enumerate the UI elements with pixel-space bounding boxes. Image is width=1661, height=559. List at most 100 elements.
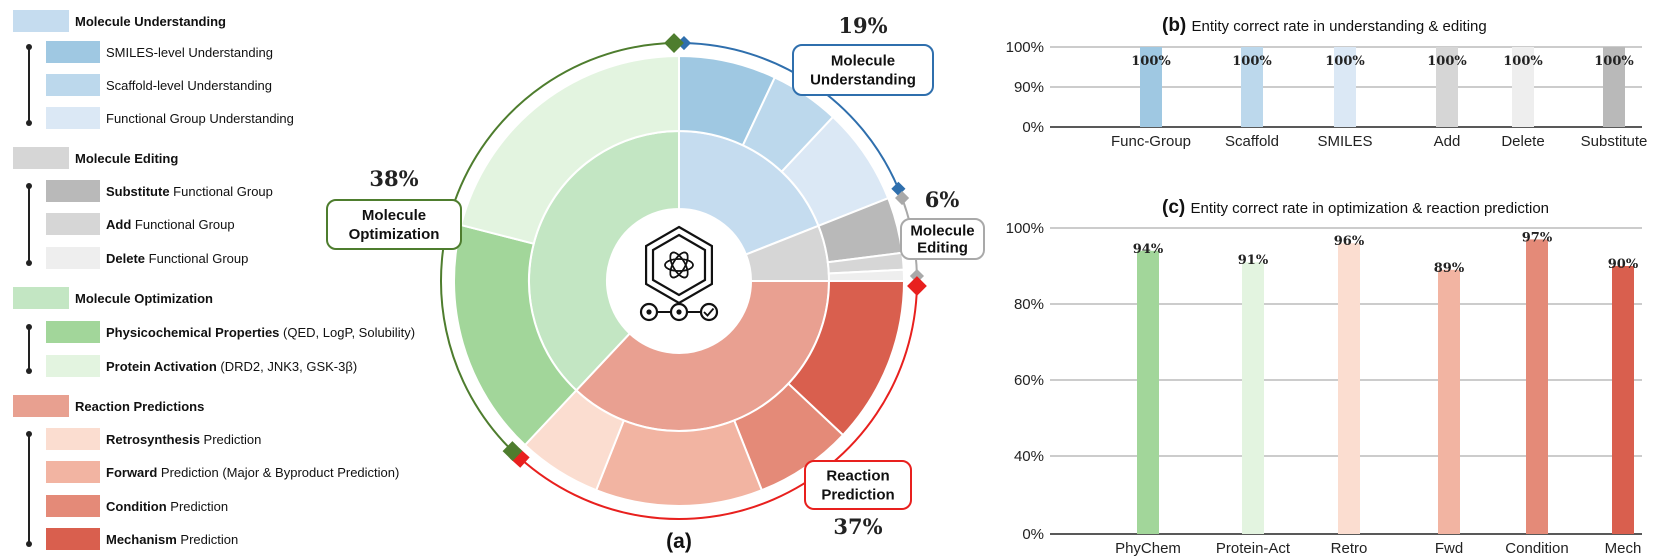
- y-tick-label: 80%: [1014, 296, 1044, 313]
- legend-item-swatch: [46, 74, 100, 96]
- legend-connector-dot: [26, 368, 32, 374]
- y-tick-label: 100%: [1006, 220, 1044, 237]
- category-percent-editing: 6%: [925, 187, 960, 212]
- legend-item-label: Add Functional Group: [106, 217, 235, 232]
- legend-item-swatch: [46, 461, 100, 483]
- bar-value-label: 100%: [1325, 54, 1365, 69]
- bar-value-label: 91%: [1238, 253, 1269, 268]
- bar-add: [1436, 47, 1458, 127]
- bar-value-label: 94%: [1133, 242, 1164, 257]
- category-arc: [519, 285, 918, 520]
- legend-item-label: Substitute Functional Group: [106, 184, 273, 199]
- x-tick-label: Fwd: [1435, 540, 1463, 557]
- y-tick-label: 40%: [1014, 448, 1044, 465]
- category-percent-optimization: 38%: [369, 166, 418, 191]
- legend-item-swatch: [46, 41, 100, 63]
- legend-connector-dot: [26, 44, 32, 50]
- bar-phychem: [1137, 250, 1159, 535]
- callout-title-understanding: Molecule: [831, 53, 895, 70]
- callout-subtitle-editing: Editing: [917, 240, 968, 257]
- legend-item-label: Functional Group Understanding: [106, 111, 294, 126]
- legend-connector-dot: [26, 431, 32, 437]
- x-tick-label: Add: [1434, 133, 1461, 150]
- legend-group-label: Molecule Understanding: [75, 14, 226, 29]
- bar-chart-optimization-reaction: (c) Entity correct rate in optimization …: [1006, 197, 1642, 557]
- x-tick-label: Substitute: [1581, 133, 1648, 150]
- legend-group-label: Molecule Optimization: [75, 291, 213, 306]
- category-arc: [440, 42, 675, 452]
- legend-item-label: Delete Functional Group: [106, 251, 248, 266]
- legend-group-swatch: [13, 10, 69, 32]
- bar-value-label: 100%: [1594, 54, 1634, 69]
- arc-end-marker: [895, 190, 910, 206]
- x-tick-label: PhyChem: [1115, 540, 1181, 557]
- y-tick-label: 0%: [1022, 526, 1044, 543]
- legend-item-label: SMILES-level Understanding: [106, 45, 273, 60]
- legend-item-swatch: [46, 247, 100, 269]
- arc-end-marker: [907, 276, 927, 296]
- arc-end-marker: [909, 268, 925, 284]
- bar-fwd: [1438, 269, 1460, 534]
- legend-item-label: Condition Prediction: [106, 499, 228, 514]
- callout-box-editing: [900, 218, 985, 260]
- callout-subtitle-understanding: Understanding: [810, 72, 916, 89]
- legend-connector-dot: [26, 120, 32, 126]
- legend-item-swatch: [46, 428, 100, 450]
- x-tick-label: Condition: [1505, 540, 1568, 557]
- chart-title: (c) Entity correct rate in optimization …: [1162, 197, 1549, 218]
- bar-condition: [1526, 239, 1548, 534]
- bar-scaffold: [1241, 47, 1263, 127]
- x-tick-label: Scaffold: [1225, 133, 1279, 150]
- bar-value-label: 100%: [1232, 54, 1272, 69]
- legend-item-swatch: [46, 180, 100, 202]
- bar-value-label: 89%: [1434, 261, 1465, 276]
- callout-title-reaction: Reaction: [826, 468, 889, 485]
- x-tick-label: Protein-Act: [1216, 540, 1291, 557]
- bar-func-group: [1140, 47, 1162, 127]
- y-tick-label: 0%: [1022, 119, 1044, 136]
- bar-value-label: 100%: [1131, 54, 1171, 69]
- panel-label-a: (a): [666, 530, 692, 553]
- legend-item-swatch: [46, 107, 100, 129]
- bar-value-label: 97%: [1522, 230, 1553, 245]
- legend-group-swatch: [13, 287, 69, 309]
- y-tick-label: 60%: [1014, 372, 1044, 389]
- callout-box-reaction: [804, 460, 912, 510]
- bar-retro: [1338, 243, 1360, 534]
- legend-item-label: Forward Prediction (Major & Byproduct Pr…: [106, 465, 399, 480]
- sunburst-chart: MoleculeUnderstanding19%MoleculeEditing6…: [326, 13, 985, 553]
- y-tick-label: 100%: [1006, 39, 1044, 56]
- sunburst-outer-segment: [459, 54, 680, 245]
- bar-protein-act: [1242, 262, 1264, 534]
- legend-item-swatch: [46, 495, 100, 517]
- legend: Molecule Understanding SMILES-level Under…: [13, 10, 415, 550]
- legend-item-label: Physicochemical Properties (QED, LogP, S…: [106, 325, 415, 340]
- legend-item-label: Scaffold-level Understanding: [106, 78, 272, 93]
- sunburst-center: [609, 211, 749, 351]
- legend-connector-dot: [26, 260, 32, 266]
- bar-mech: [1612, 266, 1634, 534]
- legend-group-label: Reaction Predictions: [75, 399, 204, 414]
- legend-item-label: Retrosynthesis Prediction: [106, 432, 261, 447]
- legend-item-swatch: [46, 213, 100, 235]
- legend-group-swatch: [13, 395, 69, 417]
- bar-value-label: 90%: [1608, 257, 1639, 272]
- arc-end-marker: [664, 33, 684, 53]
- y-tick-label: 90%: [1014, 79, 1044, 96]
- callout-box-understanding: [792, 44, 934, 96]
- callout-subtitle-optimization: Optimization: [349, 226, 440, 243]
- legend-connector-dot: [26, 324, 32, 330]
- x-tick-label: Delete: [1501, 133, 1544, 150]
- legend-group-label: Molecule Editing: [75, 151, 178, 166]
- sunburst-outer-segment: [594, 419, 764, 507]
- bar-smiles: [1334, 47, 1356, 127]
- legend-item-swatch: [46, 321, 100, 343]
- chart-title: (b) Entity correct rate in understanding…: [1162, 15, 1487, 36]
- callout-subtitle-reaction: Prediction: [821, 487, 894, 504]
- model-logo-icon: [639, 225, 719, 322]
- bar-delete: [1512, 47, 1534, 127]
- bar-value-label: 100%: [1503, 54, 1543, 69]
- bar-substitute: [1603, 47, 1625, 127]
- bar-value-label: 100%: [1427, 54, 1467, 69]
